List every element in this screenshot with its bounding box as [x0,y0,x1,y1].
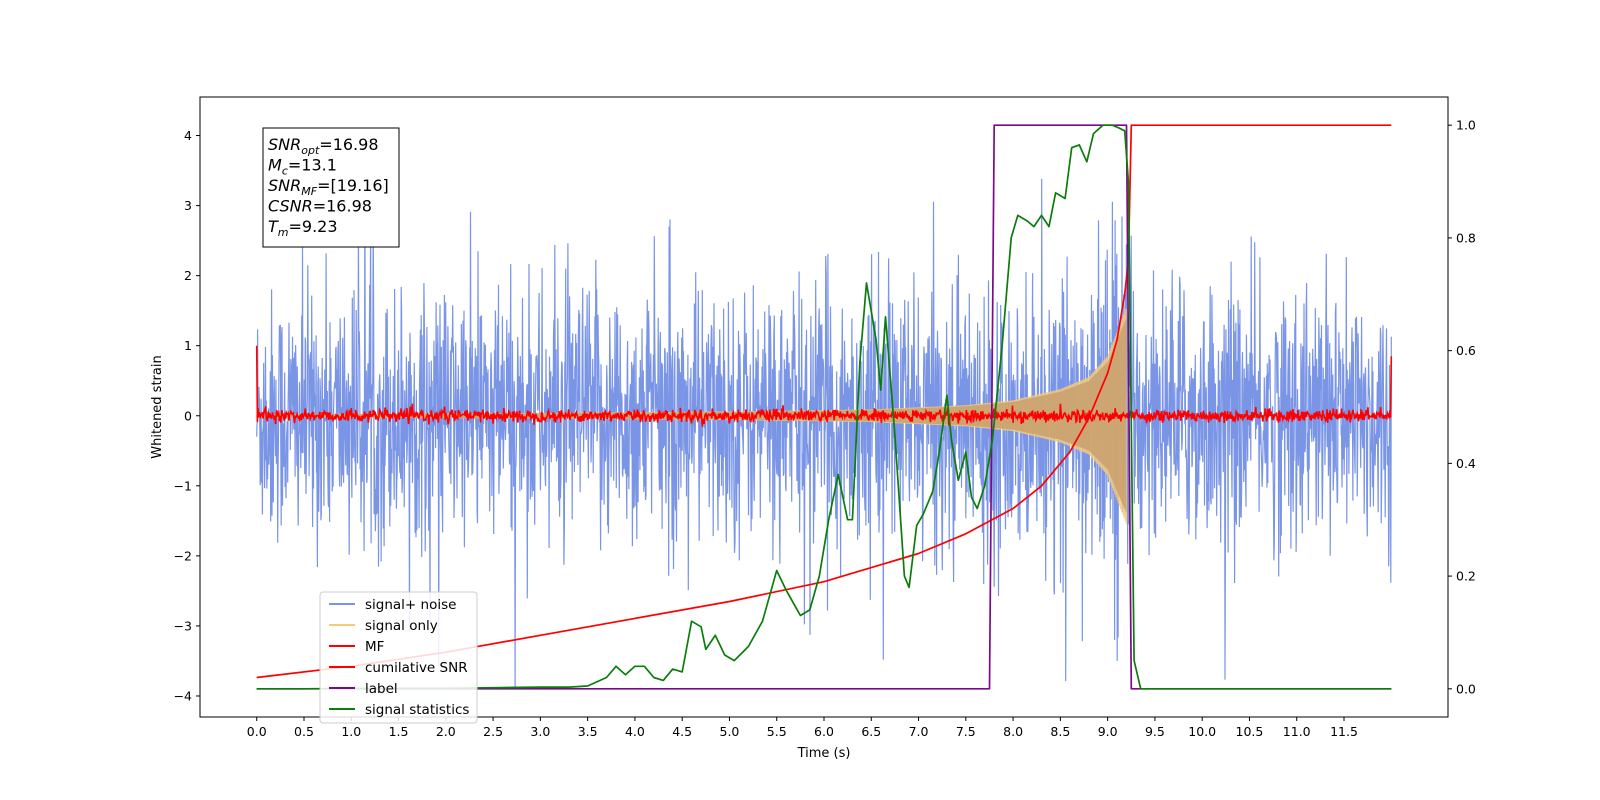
stats-value: =16.98 [313,197,372,216]
y-tick-label: −4 [174,688,192,703]
x-tick-label: 11.0 [1283,724,1311,739]
stats-symbol: CSNR [268,197,313,216]
legend-label: cumilative SNR [365,660,468,676]
x-tick-label: 6.5 [861,724,881,739]
x-tick-label: 5.0 [720,724,740,739]
x-tick-label: 9.5 [1145,724,1165,739]
stats-symbol: SNR [268,135,301,154]
stats-box-frame [262,127,400,248]
stats-subscript: c [282,165,288,178]
y2-tick-label: 1.0 [1456,118,1476,133]
x-tick-label: 7.5 [956,724,976,739]
y2-tick-label: 0.8 [1456,230,1476,245]
y-axis-right: 0.0 0.2 0.4 0.6 0.8 1.0 [1448,118,1476,696]
x-tick-label: 8.5 [1050,724,1070,739]
y-axis-label: Whitened strain [150,355,165,458]
x-tick-label: 7.0 [909,724,929,739]
stats-symbol: M [268,156,282,175]
stats-line: Tm=9.23 [268,217,338,239]
stats-symbol: T [268,217,279,236]
stats-value: =13.1 [288,156,337,175]
legend-label: signal only [365,618,438,634]
x-tick-label: 11.5 [1330,724,1358,739]
y-tick-label: 2 [184,268,192,283]
x-tick-label: 6.0 [814,724,834,739]
x-tick-label: 0.5 [294,724,314,739]
x-tick-label: 2.0 [436,724,456,739]
stats-line: SNRMF=[19.16] [268,176,389,198]
y2-tick-label: 0.4 [1456,456,1476,471]
series-mf [255,345,1393,427]
x-tick-label: 10.5 [1236,724,1264,739]
x-axis-label: Time (s) [797,746,851,761]
stats-subscript: m [278,226,289,239]
x-tick-label: 2.5 [483,724,503,739]
y-tick-label: 4 [184,128,192,143]
y2-tick-label: 0.6 [1456,343,1476,358]
x-tick-label: 5.5 [767,724,787,739]
y-tick-label: 1 [184,338,192,353]
series-signal-noise [256,173,1392,689]
y-axis-left: −4 −3 −2 −1 0 1 2 3 4 [174,128,200,703]
legend-label: label [365,681,398,697]
stats-line: CSNR=16.98 [268,197,372,216]
y-tick-label: −2 [174,548,192,563]
y-tick-label: 3 [184,198,192,213]
x-tick-label: 8.0 [1003,724,1023,739]
stats-value: =9.23 [289,217,338,236]
x-tick-label: 1.5 [389,724,409,739]
x-tick-label: 10.0 [1188,724,1216,739]
x-tick-label: 9.0 [1098,724,1118,739]
stats-subscript: MF [301,185,317,198]
legend-label: signal statistics [365,702,469,718]
x-tick-label: 3.5 [578,724,598,739]
stats-subscript: opt [301,144,320,157]
stats-symbol: SNR [268,176,301,195]
stats-line: Mc=13.1 [268,156,337,178]
x-tick-label: 1.0 [341,724,361,739]
legend-frame [319,591,478,724]
series-layer [255,124,1393,690]
x-tick-label: 0.0 [247,724,267,739]
x-tick-label: 3.0 [530,724,550,739]
stats-value: =[19.16] [317,176,389,195]
stats-value: =16.98 [319,135,378,154]
y-tick-label: 0 [184,408,192,423]
series-signal-statistics [256,124,1392,690]
stats-box: SNRopt=16.98Mc=13.1SNRMF=[19.16]CSNR=16.… [262,127,400,248]
y2-tick-label: 0.0 [1456,681,1476,696]
x-tick-label: 4.5 [672,724,692,739]
x-tick-label: 4.0 [625,724,645,739]
y2-tick-label: 0.2 [1456,569,1476,584]
series-cumilative-snr [256,124,1392,679]
y-tick-label: −1 [174,478,192,493]
legend-label: signal+ noise [365,597,456,613]
stats-line: SNRopt=16.98 [268,135,379,157]
x-axis: 0.0 0.5 1.0 1.5 2.0 2.5 3.0 3.5 4.0 4.5 5.0 5.5 6.0 6… [247,717,1358,739]
legend: signal+ noise signal only MF cumilative SNR… [319,591,478,724]
y-tick-label: −3 [174,618,192,633]
legend-label: MF [365,639,384,655]
